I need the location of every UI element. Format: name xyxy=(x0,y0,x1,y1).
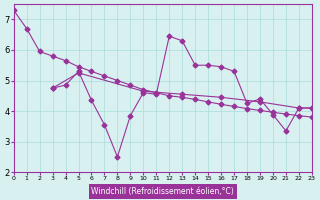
X-axis label: Windchill (Refroidissement éolien,°C): Windchill (Refroidissement éolien,°C) xyxy=(92,187,234,196)
